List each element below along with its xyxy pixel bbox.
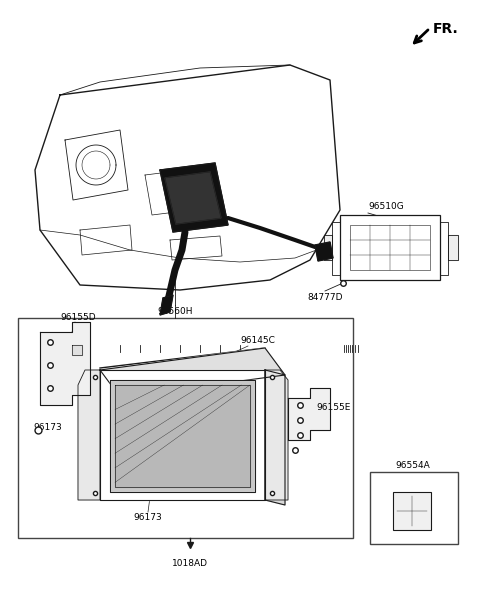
Text: 96173: 96173 — [33, 423, 62, 432]
Text: 84777D: 84777D — [307, 293, 343, 302]
Polygon shape — [110, 380, 255, 492]
Polygon shape — [78, 370, 100, 500]
Bar — [340, 215, 440, 280]
Polygon shape — [160, 163, 228, 232]
Bar — [350, 225, 430, 270]
Polygon shape — [160, 295, 173, 315]
Text: 96155E: 96155E — [316, 404, 350, 413]
Text: 96173: 96173 — [133, 513, 162, 522]
Bar — [18, 318, 353, 538]
Text: 96145C: 96145C — [240, 336, 275, 345]
Text: 96155D: 96155D — [60, 313, 96, 322]
Polygon shape — [72, 345, 82, 355]
Text: 96560H: 96560H — [157, 307, 193, 316]
Bar — [393, 492, 431, 530]
Polygon shape — [100, 370, 265, 500]
Polygon shape — [265, 370, 288, 500]
Polygon shape — [288, 388, 330, 440]
Polygon shape — [40, 322, 90, 405]
Polygon shape — [100, 348, 285, 397]
Polygon shape — [265, 370, 285, 505]
Polygon shape — [115, 385, 250, 487]
Polygon shape — [35, 65, 340, 290]
Bar — [370, 472, 458, 544]
Text: FR.: FR. — [433, 22, 459, 36]
Text: 96510G: 96510G — [368, 202, 404, 211]
Polygon shape — [324, 235, 332, 260]
Text: 96554A: 96554A — [395, 461, 430, 470]
Polygon shape — [165, 172, 221, 224]
Text: 1018AD: 1018AD — [172, 559, 208, 568]
Polygon shape — [315, 242, 333, 261]
Polygon shape — [448, 235, 458, 260]
